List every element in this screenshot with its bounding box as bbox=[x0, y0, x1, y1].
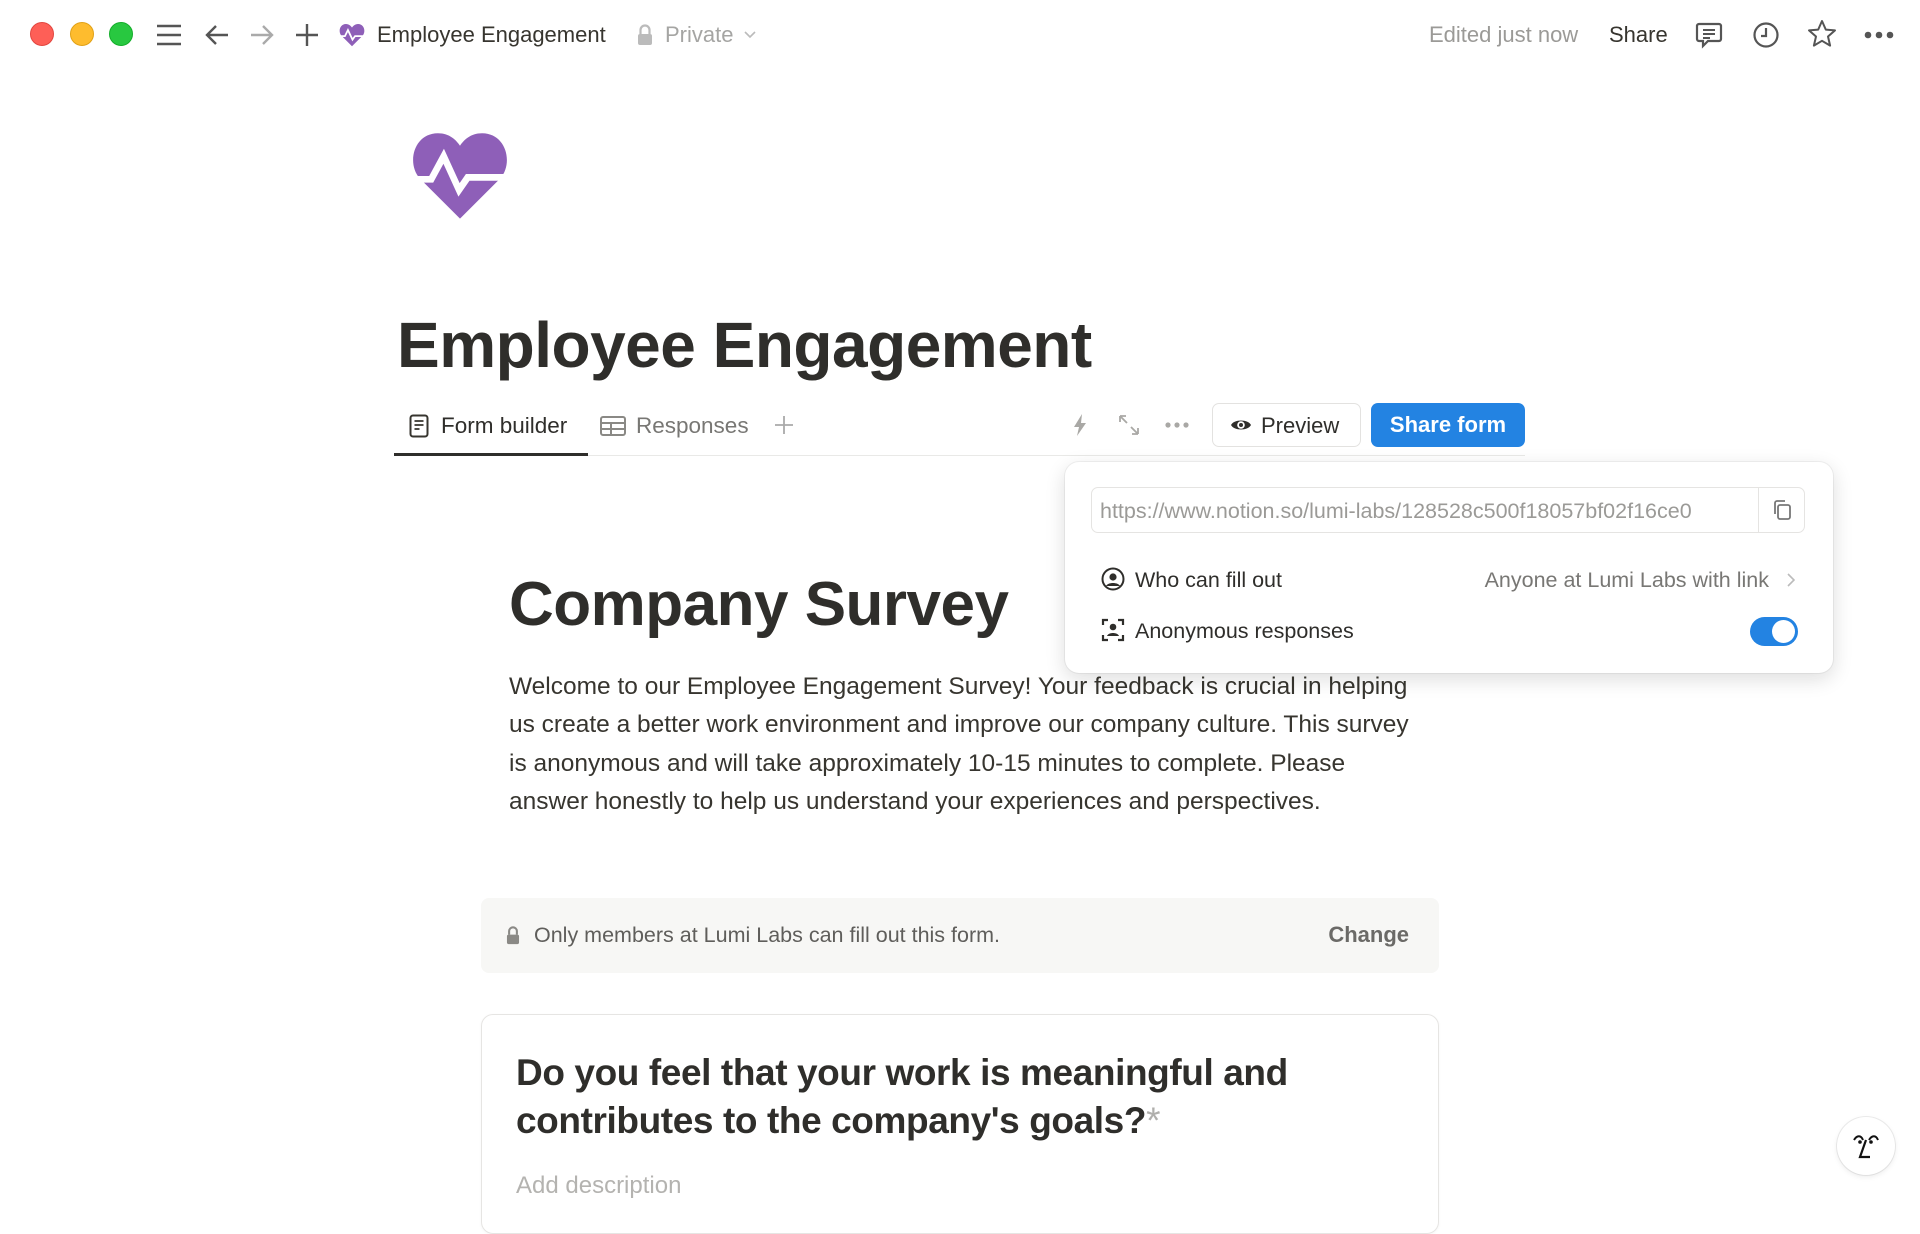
share-button[interactable]: Share bbox=[1609, 22, 1668, 47]
preview-button[interactable]: Preview bbox=[1212, 403, 1361, 447]
tab-label: Form builder bbox=[441, 413, 568, 438]
table-icon bbox=[600, 415, 626, 437]
form-title[interactable]: Company Survey bbox=[509, 570, 1009, 639]
clock-icon[interactable] bbox=[1751, 20, 1781, 50]
back-arrow-icon[interactable] bbox=[202, 20, 232, 50]
question-card[interactable]: Do you feel that your work is meaningful… bbox=[481, 1014, 1439, 1234]
anonymous-user-icon bbox=[1101, 618, 1125, 642]
access-notice: Only members at Lumi Labs can fill out t… bbox=[481, 898, 1439, 973]
ai-face-icon bbox=[1850, 1130, 1882, 1162]
page-heart-icon[interactable] bbox=[410, 126, 510, 224]
share-form-popover: https://www.notion.so/lumi-labs/128528c5… bbox=[1065, 462, 1833, 673]
privacy-dropdown[interactable]: Private bbox=[665, 22, 734, 47]
add-view-plus-icon[interactable] bbox=[772, 412, 796, 438]
notice-text: Only members at Lumi Labs can fill out t… bbox=[534, 923, 1001, 947]
plus-icon[interactable] bbox=[292, 20, 322, 50]
lock-icon bbox=[636, 22, 654, 48]
close-window-button[interactable] bbox=[30, 22, 54, 46]
comment-icon[interactable] bbox=[1694, 20, 1724, 50]
tab-responses[interactable]: Responses bbox=[598, 408, 758, 452]
heartbeat-icon bbox=[338, 21, 366, 49]
notion-ai-button[interactable] bbox=[1837, 1117, 1895, 1175]
change-access-button[interactable]: Change bbox=[1328, 922, 1409, 947]
share-form-label: Share form bbox=[1389, 412, 1507, 437]
zoom-window-button[interactable] bbox=[109, 22, 133, 46]
who-can-fill-out-value: Anyone at Lumi Labs with link bbox=[1484, 568, 1769, 592]
page-title[interactable]: Employee Engagement bbox=[397, 309, 1092, 381]
required-mark: * bbox=[1146, 1100, 1161, 1141]
chevron-right-icon bbox=[1785, 571, 1797, 589]
star-icon[interactable] bbox=[1807, 19, 1837, 49]
anonymous-responses-label: Anonymous responses bbox=[1135, 619, 1354, 643]
form-url: https://www.notion.so/lumi-labs/128528c5… bbox=[1100, 499, 1692, 523]
tab-label: Responses bbox=[636, 413, 749, 438]
lightning-icon[interactable] bbox=[1068, 412, 1092, 438]
anonymous-responses-toggle[interactable] bbox=[1750, 617, 1798, 646]
tab-form-builder[interactable]: Form builder bbox=[394, 408, 588, 456]
who-can-fill-out-row[interactable]: Who can fill out Anyone at Lumi Labs wit… bbox=[1091, 559, 1805, 599]
anonymous-responses-row: Anonymous responses bbox=[1091, 610, 1805, 650]
tab-bar-divider bbox=[394, 455, 1525, 456]
chevron-down-icon[interactable] bbox=[743, 28, 757, 42]
page-title-breadcrumb[interactable]: Employee Engagement bbox=[377, 22, 606, 47]
preview-label: Preview bbox=[1261, 413, 1340, 438]
form-url-field[interactable]: https://www.notion.so/lumi-labs/128528c5… bbox=[1091, 487, 1805, 533]
form-description[interactable]: Welcome to our Employee Engagement Surve… bbox=[509, 673, 1409, 816]
menu-icon[interactable] bbox=[154, 20, 184, 50]
lock-icon bbox=[505, 924, 521, 946]
more-icon[interactable] bbox=[1863, 20, 1895, 50]
form-icon bbox=[408, 413, 430, 439]
more-options-icon[interactable] bbox=[1162, 418, 1192, 432]
eye-icon bbox=[1229, 416, 1253, 434]
question-title[interactable]: Do you feel that your work is meaningful… bbox=[516, 1049, 1376, 1145]
copy-link-icon[interactable] bbox=[1758, 488, 1804, 532]
forward-arrow-icon[interactable] bbox=[247, 20, 277, 50]
expand-icon[interactable] bbox=[1116, 412, 1142, 438]
who-can-fill-out-label: Who can fill out bbox=[1135, 568, 1282, 592]
question-text: Do you feel that your work is meaningful… bbox=[516, 1052, 1288, 1141]
user-circle-icon bbox=[1101, 567, 1125, 591]
minimize-window-button[interactable] bbox=[70, 22, 94, 46]
add-description-field[interactable]: Add description bbox=[516, 1172, 682, 1199]
edited-status: Edited just now bbox=[1429, 22, 1579, 47]
share-form-button[interactable]: Share form bbox=[1371, 403, 1525, 447]
